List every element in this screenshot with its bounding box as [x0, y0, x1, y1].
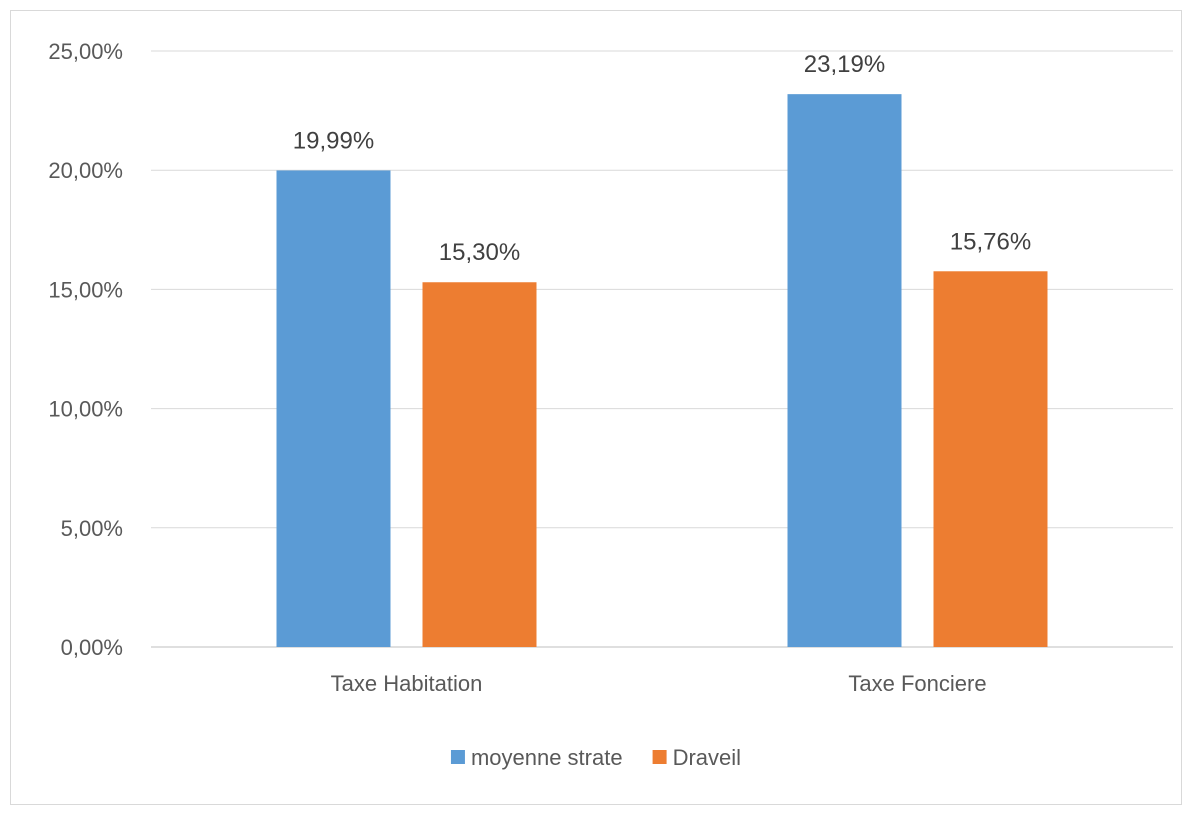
y-tick-label: 10,00% [48, 397, 123, 422]
legend-swatch [451, 750, 465, 764]
bar-moyenne-strate-taxe-habitation [277, 170, 391, 647]
category-label: Taxe Habitation [331, 671, 483, 696]
category-labels: Taxe Habitation Taxe Fonciere [331, 671, 987, 696]
bars [277, 94, 1048, 647]
y-tick-label: 5,00% [61, 516, 123, 541]
bar-draveil-taxe-habitation [423, 282, 537, 647]
y-tick-label: 20,00% [48, 158, 123, 183]
legend-label: moyenne strate [471, 745, 623, 770]
legend-label: Draveil [673, 745, 741, 770]
y-tick-label: 15,00% [48, 277, 123, 302]
bar-chart: 0,00% 5,00% 10,00% 15,00% 20,00% 25,00% 19,99… [11, 11, 1181, 804]
data-label: 15,76% [950, 228, 1031, 255]
y-tick-label: 25,00% [48, 39, 123, 64]
data-label: 19,99% [293, 127, 374, 154]
legend: moyenne strate Draveil [451, 745, 741, 770]
data-label: 23,19% [804, 51, 885, 78]
legend-swatch [653, 750, 667, 764]
chart-frame: 0,00% 5,00% 10,00% 15,00% 20,00% 25,00% 19,99… [10, 10, 1182, 805]
bar-moyenne-strate-taxe-fonciere [788, 94, 902, 647]
y-axis-tick-labels: 0,00% 5,00% 10,00% 15,00% 20,00% 25,00% [48, 39, 123, 660]
bar-draveil-taxe-fonciere [934, 271, 1048, 647]
data-label: 15,30% [439, 239, 520, 266]
y-tick-label: 0,00% [61, 635, 123, 660]
category-label: Taxe Fonciere [848, 671, 986, 696]
data-labels: 19,99% 15,30% 23,19% 15,76% [293, 51, 1031, 266]
